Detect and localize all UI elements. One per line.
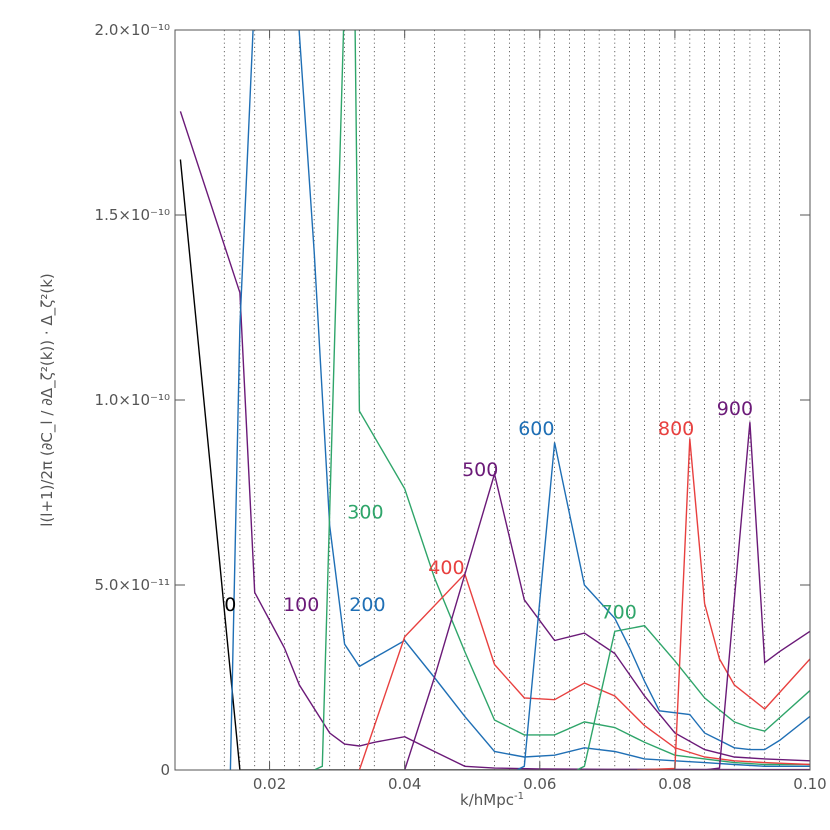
series-line-300: [313, 30, 810, 770]
series-line-400: [358, 572, 810, 770]
data-curves: [179, 30, 810, 770]
curve-label-500: 500: [462, 459, 498, 481]
curve-label-400: 400: [428, 557, 464, 579]
y-tick-label: 5.0×10⁻¹¹: [95, 576, 170, 594]
x-tick-label: 0.10: [793, 775, 826, 793]
series-line-100: [179, 111, 810, 770]
series-line-0: [179, 159, 810, 770]
curve-label-100: 100: [283, 594, 319, 616]
curve-label-600: 600: [518, 418, 554, 440]
curve-label-800: 800: [658, 418, 694, 440]
y-axis-label: l(l+1)/2π (∂C_l / ∂Δ_ζ²(k)) · Δ_ζ²(k): [38, 273, 57, 526]
series-line-200: [229, 30, 810, 770]
y-tick-label: 1.0×10⁻¹⁰: [95, 391, 170, 409]
x-tick-label: 0.04: [388, 775, 421, 793]
series-line-600: [516, 442, 810, 770]
curve-label-200: 200: [349, 594, 385, 616]
vertical-grid-lines: [223, 30, 780, 770]
curve-label-700: 700: [601, 601, 637, 623]
y-tick-label: 2.0×10⁻¹⁰: [95, 21, 170, 39]
series-line-900: [704, 422, 810, 770]
axis-ticks: 0.02 0.04 0.06 0.08 0.10 0 5.0×10⁻¹¹ 1.0×10⁻¹⁰ 1…: [95, 21, 827, 793]
x-tick-label: 0.08: [658, 775, 691, 793]
y-tick-label: 0: [160, 761, 170, 779]
x-tick-label: 0.02: [253, 775, 286, 793]
y-tick-label: 1.5×10⁻¹⁰: [95, 206, 170, 224]
series-line-500: [404, 471, 810, 770]
curve-label-0: 0: [224, 594, 236, 616]
curve-labels: 0 100 200 300 400 500 600 700 800 900: [224, 398, 753, 624]
x-tick-label: 0.06: [523, 775, 556, 793]
series-line-800: [637, 438, 810, 770]
curve-label-300: 300: [347, 501, 383, 523]
curve-label-900: 900: [717, 398, 753, 420]
x-axis-label: k/hMpc-1: [460, 791, 524, 809]
series-line-700: [576, 624, 810, 770]
